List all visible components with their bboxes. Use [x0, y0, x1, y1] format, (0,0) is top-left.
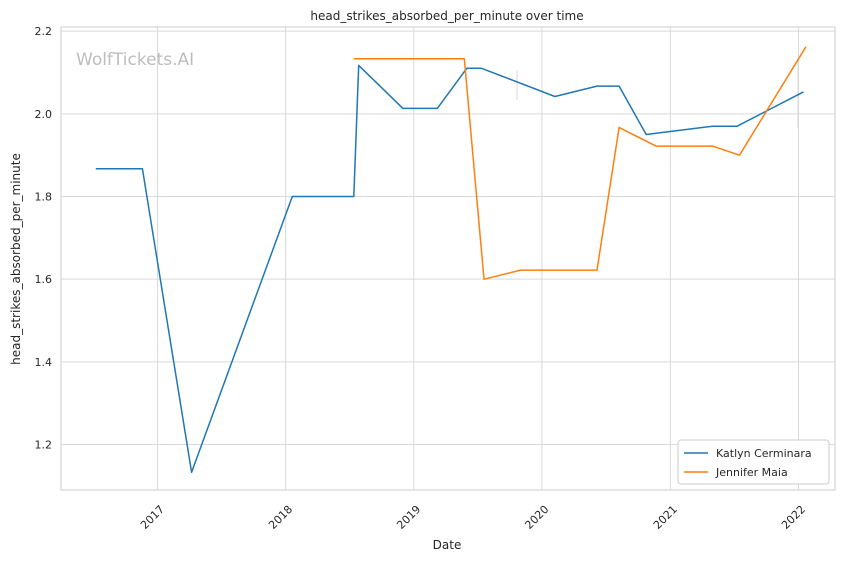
x-tick-labels: 2017 2018 2019 2020 2021 2022 — [138, 503, 808, 532]
y-tick-label: 1.8 — [35, 190, 53, 203]
x-axis-label: Date — [433, 538, 462, 552]
y-gridlines — [61, 30, 835, 446]
y-tick-label: 2.0 — [35, 108, 53, 121]
legend-label-jennifer-maia: Jennifer Maia — [715, 466, 788, 479]
y-axis-label: head_strikes_absorbed_per_minute — [9, 153, 23, 365]
x-tick-label: 2020 — [522, 503, 551, 532]
x-tick-label: 2022 — [779, 503, 808, 532]
y-tick-label: 1.4 — [35, 356, 53, 369]
x-tick-label: 2017 — [138, 503, 167, 532]
chart-title: head_strikes_absorbed_per_minute over ti… — [310, 9, 583, 23]
legend-label-katlyn-cerminara: Katlyn Cerminara — [716, 447, 812, 460]
y-tick-label: 1.6 — [35, 273, 53, 286]
legend-box — [677, 439, 830, 485]
series-line-katlyn-cerminara — [95, 64, 804, 473]
legend: Katlyn Cerminara Jennifer Maia — [677, 439, 830, 485]
series-layer — [95, 46, 807, 473]
x-tick-label: 2018 — [266, 503, 295, 532]
plot-area — [60, 26, 836, 491]
watermark-text: WolfTickets.AI — [76, 50, 194, 70]
y-tick-label: 1.2 — [35, 439, 53, 452]
x-tick-label: 2021 — [651, 503, 680, 532]
y-tick-label: 2.2 — [35, 25, 53, 38]
y-tick-labels: 1.2 1.4 1.6 1.8 2.0 2.2 — [35, 25, 53, 451]
series-line-jennifer-maia — [353, 46, 807, 280]
x-tick-label: 2019 — [394, 503, 423, 532]
